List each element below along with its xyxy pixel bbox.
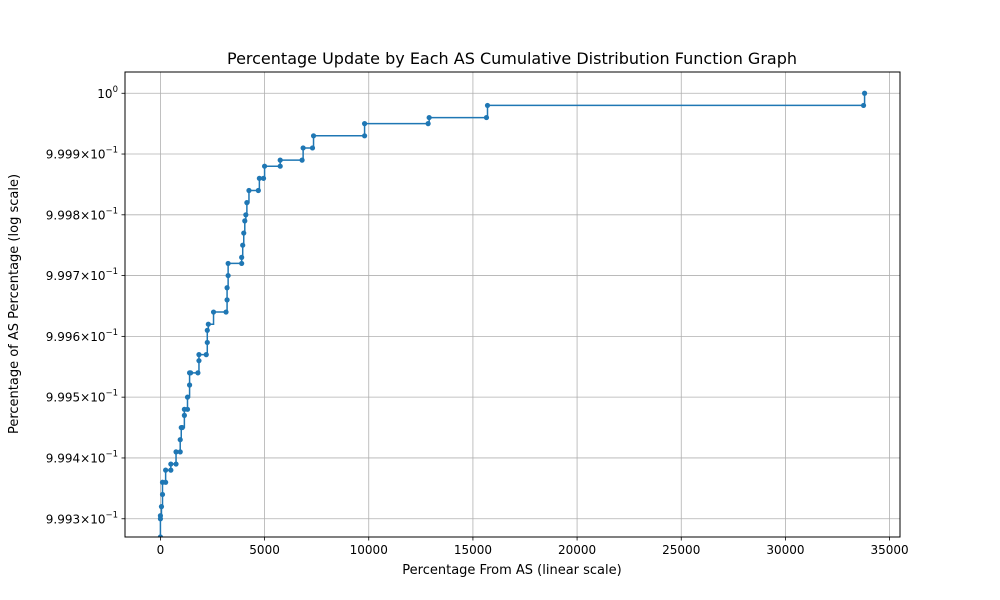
data-point	[261, 163, 268, 169]
data-point	[861, 90, 868, 96]
data-point	[860, 102, 867, 109]
data-point	[309, 145, 316, 151]
data-point	[426, 114, 432, 121]
data-point	[239, 254, 245, 260]
data-point	[483, 114, 490, 121]
data-point	[159, 491, 166, 498]
data-point	[203, 352, 209, 358]
plot-background	[125, 72, 900, 537]
data-point	[173, 449, 179, 455]
x-tick-label: 35000	[870, 543, 908, 557]
data-point	[210, 309, 217, 315]
x-tick-label: 30000	[766, 543, 804, 557]
x-tick-label: 5000	[249, 543, 280, 557]
data-point	[255, 187, 261, 194]
data-point	[177, 437, 183, 443]
data-point	[184, 394, 191, 400]
data-point	[205, 321, 211, 327]
grid-lines	[125, 72, 900, 537]
data-point	[181, 412, 187, 418]
data-point	[300, 145, 306, 151]
x-tick-label: 15000	[454, 543, 492, 557]
y-tick-label: 9.993×10−1	[46, 510, 118, 526]
chart-title: Percentage Update by Each AS Cumulative …	[227, 49, 797, 68]
data-point	[299, 157, 305, 163]
data-point	[484, 102, 491, 109]
data-point	[239, 260, 245, 267]
data-point	[277, 157, 283, 163]
y-tick-label: 9.995×10−1	[46, 389, 118, 405]
data-point	[225, 272, 231, 279]
data-point	[196, 358, 202, 364]
data-point	[196, 352, 202, 358]
data-point	[186, 382, 193, 388]
data-point	[157, 534, 164, 537]
data-point	[242, 218, 248, 224]
data-point	[223, 309, 229, 315]
data-point	[361, 121, 368, 127]
y-tick-label: 9.998×10−1	[46, 206, 118, 222]
x-tick-label: 0	[157, 543, 165, 557]
y-axis-ticks: 9.993×10−1 9.994×10−1 9.995×10−1 9.996×10−1…	[46, 85, 125, 526]
data-point	[158, 504, 165, 510]
data-point	[157, 513, 164, 519]
plot-frame	[124, 71, 901, 538]
x-tick-label: 25000	[662, 543, 700, 557]
data-point	[310, 133, 317, 139]
data-point	[246, 187, 252, 194]
data-point	[195, 370, 201, 376]
x-axis-label: Percentage From AS (linear scale)	[402, 563, 621, 578]
data-point	[225, 260, 231, 267]
data-point	[163, 479, 169, 485]
data-point	[361, 133, 368, 139]
data-point	[184, 406, 191, 412]
data-point	[244, 200, 250, 206]
x-tick-label: 20000	[558, 543, 596, 557]
data-point	[204, 339, 210, 346]
data-point	[277, 163, 283, 169]
x-tick-label: 10000	[350, 543, 388, 557]
y-axis-label: Percentage of AS Percentage (log scale)	[7, 174, 22, 434]
y-tick-label: 100	[97, 85, 118, 101]
data-point	[173, 461, 179, 467]
y-tick-label: 9.997×10−1	[46, 267, 118, 283]
data-point	[240, 242, 246, 248]
data-point	[168, 467, 174, 473]
y-tick-label: 9.994×10−1	[46, 449, 118, 465]
data-point	[260, 175, 267, 181]
data-point	[179, 424, 185, 431]
data-point	[243, 212, 249, 218]
y-tick-label: 9.999×10−1	[46, 146, 118, 162]
data-point	[425, 121, 431, 127]
data-point	[224, 297, 230, 303]
data-point	[188, 370, 194, 376]
data-point	[168, 461, 174, 467]
data-point	[224, 285, 230, 291]
data-point	[204, 327, 210, 333]
x-axis-ticks: 0 5000 10000 15000 20000 25000 30000 35000	[157, 537, 909, 557]
data-point	[256, 175, 262, 181]
data-point	[241, 230, 247, 236]
data-series	[157, 90, 868, 537]
data-point	[177, 449, 183, 455]
data-point	[163, 467, 169, 473]
y-tick-label: 9.996×10−1	[46, 328, 118, 344]
